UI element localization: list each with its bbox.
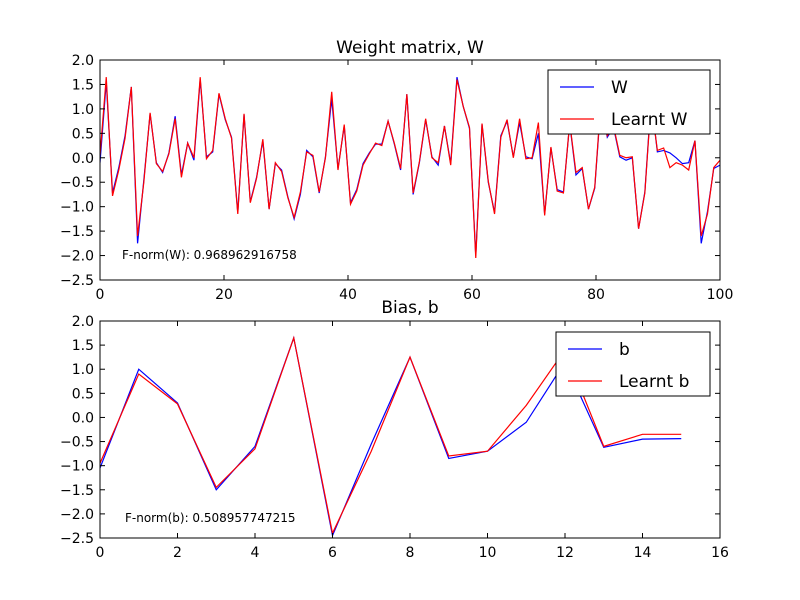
legend-box xyxy=(555,331,711,397)
y-tick-label: 0.5 xyxy=(72,126,94,142)
plot-frame xyxy=(99,59,721,281)
bias-chart: 0 2 4 6 8 10 12 14 16 2.0 1.5 1.0 0.5 0.0 −0.5 −1.0 −1.5… xyxy=(60,298,729,561)
y-tick-label: −2.0 xyxy=(60,507,94,523)
x-tick-label: 16 xyxy=(711,545,729,561)
x-tick-label: 80 xyxy=(587,287,605,303)
chart-title: Bias, b xyxy=(381,298,438,318)
legend: W Learnt W xyxy=(547,69,711,135)
y-tick-label: −1.5 xyxy=(60,483,94,499)
weight-matrix-chart: 0 20 40 60 80 100 2.0 1.5 1.0 0.5 0.0 −0.5 −1.0 −1.5 −… xyxy=(60,38,733,303)
x-tick-label: 0 xyxy=(96,545,105,561)
y-tick-label: −2.0 xyxy=(60,249,94,265)
x-tick-label: 60 xyxy=(463,287,481,303)
x-tick-label: 20 xyxy=(215,287,233,303)
y-tick-label: 0.5 xyxy=(72,386,94,402)
y-tick-label: 2.0 xyxy=(72,53,94,69)
legend-label: b xyxy=(619,340,630,360)
series-line-learnt xyxy=(100,77,720,259)
x-tick-label: 8 xyxy=(406,545,415,561)
legend: b Learnt b xyxy=(555,331,711,397)
x-tick-label: 10 xyxy=(479,545,497,561)
y-tick-label: 1.0 xyxy=(72,362,94,378)
frobenius-norm-annotation: F-norm(b): 0.508957747215 xyxy=(125,511,296,525)
y-tick-label: −2.5 xyxy=(60,273,94,289)
legend-box xyxy=(547,69,711,135)
x-tick-label: 40 xyxy=(339,287,357,303)
x-tick-label: 4 xyxy=(251,545,260,561)
x-tick-label: 0 xyxy=(96,287,105,303)
y-tick-label: 1.0 xyxy=(72,102,94,118)
y-tick-label: −1.0 xyxy=(60,200,94,216)
legend-label: W xyxy=(611,78,628,98)
x-tick-label: 100 xyxy=(707,287,734,303)
x-tick-label: 12 xyxy=(556,545,574,561)
y-tick-label: −0.5 xyxy=(60,175,94,191)
x-tick-label: 14 xyxy=(634,545,652,561)
y-tick-label: −0.5 xyxy=(60,435,94,451)
y-tick-label: 1.5 xyxy=(72,77,94,93)
y-tick-label: −1.5 xyxy=(60,224,94,240)
chart-title: Weight matrix, W xyxy=(336,38,484,58)
frobenius-norm-annotation: F-norm(W): 0.968962916758 xyxy=(122,248,297,262)
y-tick-label: −2.5 xyxy=(60,531,94,547)
y-tick-label: 2.0 xyxy=(72,314,94,330)
y-tick-label: 0.0 xyxy=(72,151,94,167)
legend-label: Learnt W xyxy=(611,110,688,130)
y-tick-label: 0.0 xyxy=(72,410,94,426)
y-tick-label: 1.5 xyxy=(72,338,94,354)
x-tick-label: 6 xyxy=(328,545,337,561)
legend-label: Learnt b xyxy=(619,372,689,392)
y-tick-label: −1.0 xyxy=(60,459,94,475)
series-line-learnt xyxy=(100,335,682,536)
x-tick-label: 2 xyxy=(173,545,182,561)
